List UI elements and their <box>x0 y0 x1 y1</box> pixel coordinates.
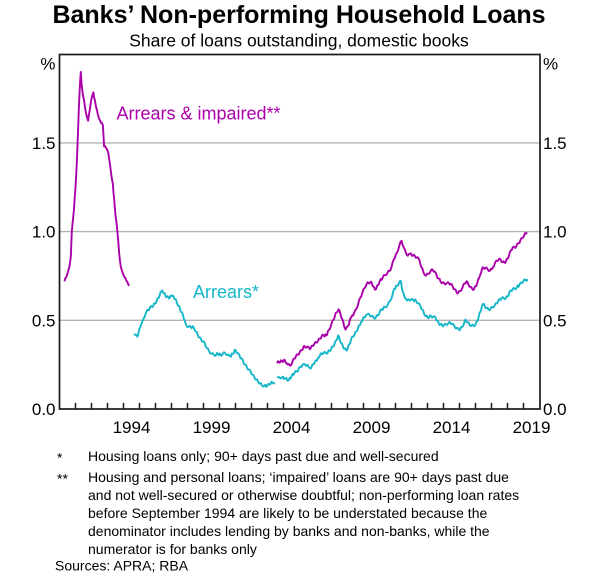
svg-text:**: ** <box>57 471 68 487</box>
svg-text:1.0: 1.0 <box>543 223 567 242</box>
svg-text:*: * <box>57 450 63 466</box>
svg-text:Sources: APRA; RBA: Sources: APRA; RBA <box>55 558 189 574</box>
svg-text:Share of loans outstanding, do: Share of loans outstanding, domestic boo… <box>129 31 469 51</box>
svg-text:1999: 1999 <box>193 418 231 437</box>
svg-text:%: % <box>543 54 558 73</box>
svg-text:Arrears*: Arrears* <box>193 282 259 302</box>
svg-text:and not well-secured or otherw: and not well-secured or otherwise doubtf… <box>88 487 519 503</box>
svg-text:0.5: 0.5 <box>543 311 567 330</box>
svg-text:Housing loans only; 90+ days p: Housing loans only; 90+ days past due an… <box>88 448 439 464</box>
svg-text:%: % <box>40 54 55 73</box>
svg-text:2004: 2004 <box>273 418 311 437</box>
svg-text:2009: 2009 <box>353 418 391 437</box>
svg-text:1.5: 1.5 <box>32 134 56 153</box>
svg-text:2014: 2014 <box>433 418 471 437</box>
svg-text:0.5: 0.5 <box>32 311 56 330</box>
svg-text:1.5: 1.5 <box>543 134 567 153</box>
svg-text:1994: 1994 <box>113 418 151 437</box>
svg-text:0.0: 0.0 <box>543 400 567 419</box>
svg-text:Housing and personal loans; ‘i: Housing and personal loans; ‘impaired’ l… <box>88 469 509 485</box>
svg-text:1.0: 1.0 <box>32 223 56 242</box>
svg-text:0.0: 0.0 <box>32 400 56 419</box>
svg-text:Banks’ Non-performing Househol: Banks’ Non-performing Household Loans <box>52 1 545 29</box>
svg-text:numerator is for banks only: numerator is for banks only <box>88 541 257 557</box>
svg-text:denominator includes lending b: denominator includes lending by banks an… <box>88 523 490 539</box>
svg-text:Arrears & impaired**: Arrears & impaired** <box>117 103 281 123</box>
svg-text:before September 1994 are like: before September 1994 are likely to be u… <box>88 505 487 521</box>
svg-text:2019: 2019 <box>513 418 551 437</box>
